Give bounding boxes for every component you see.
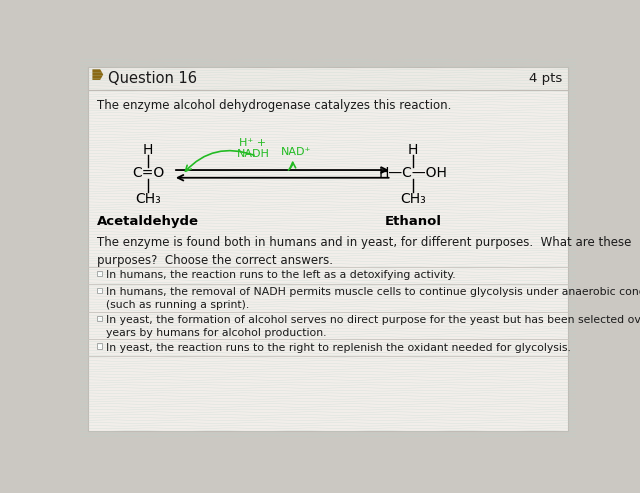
Text: Ethanol: Ethanol [385,215,442,228]
Text: Question 16: Question 16 [108,71,197,86]
Text: The enzyme is found both in humans and in yeast, for different purposes.  What a: The enzyme is found both in humans and i… [97,236,632,267]
Bar [97,288,102,293]
Text: CH₃: CH₃ [401,192,426,206]
Text: In yeast, the formation of alcohol serves no direct purpose for the yeast but ha: In yeast, the formation of alcohol serve… [106,315,640,338]
Bar [97,271,102,276]
Bar [97,343,102,349]
Text: In humans, the removal of NADH permits muscle cells to continue glycolysis under: In humans, the removal of NADH permits m… [106,287,640,310]
Text: 4 pts: 4 pts [529,72,562,85]
Polygon shape [92,69,103,80]
Text: H: H [408,143,419,157]
Text: Acetaldehyde: Acetaldehyde [97,215,199,228]
Text: NAD⁺: NAD⁺ [281,146,312,157]
Text: In humans, the reaction runs to the left as a detoxifying activity.: In humans, the reaction runs to the left… [106,270,456,280]
Text: H—C—OH: H—C—OH [379,166,448,180]
Text: C=O: C=O [132,166,164,180]
Text: In yeast, the reaction runs to the right to replenish the oxidant needed for gly: In yeast, the reaction runs to the right… [106,343,572,352]
Text: H: H [143,143,154,157]
Text: CH₃: CH₃ [135,192,161,206]
Bar [88,67,568,90]
Bar [97,316,102,321]
Text: The enzyme alcohol dehydrogenase catalyzes this reaction.: The enzyme alcohol dehydrogenase catalyz… [97,99,451,112]
Text: H⁺ +
NADH: H⁺ + NADH [236,138,269,159]
